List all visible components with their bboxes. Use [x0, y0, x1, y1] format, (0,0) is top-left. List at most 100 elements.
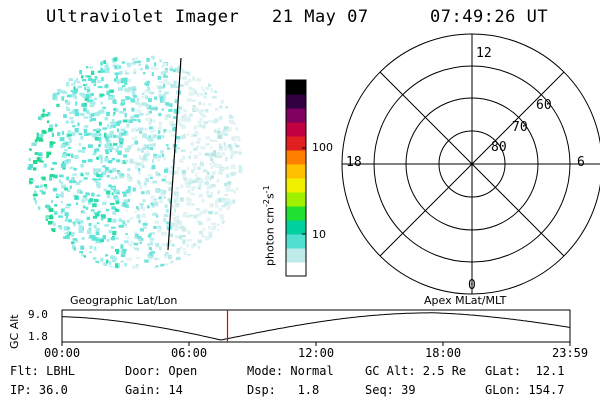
- uv-pixel: [181, 126, 185, 130]
- uv-pixel: [149, 111, 152, 114]
- uv-pixel: [148, 97, 152, 103]
- uv-pixel: [117, 128, 120, 132]
- uv-pixel: [127, 186, 131, 191]
- uv-pixel: [47, 112, 51, 116]
- altitude-timeline-plot[interactable]: [61, 309, 571, 346]
- uv-pixel: [145, 137, 150, 140]
- uv-pixel: [228, 114, 234, 119]
- uv-pixel: [222, 99, 225, 104]
- uv-pixel: [168, 187, 172, 191]
- uv-pixel: [179, 158, 184, 163]
- uv-pixel: [86, 132, 91, 136]
- uv-pixel: [157, 225, 161, 229]
- uv-pixel: [104, 65, 109, 69]
- uv-pixel: [214, 90, 218, 93]
- uv-pixel: [151, 66, 155, 70]
- colorbar-tick-10: 10: [312, 228, 326, 241]
- uv-pixel: [96, 128, 101, 133]
- uv-pixel: [119, 111, 124, 114]
- uv-pixel: [153, 67, 159, 71]
- uv-pixel: [119, 225, 124, 228]
- uv-pixel: [48, 128, 53, 131]
- uv-pixel: [157, 135, 161, 140]
- uv-pixel: [71, 241, 75, 245]
- uv-pixel: [57, 132, 61, 136]
- uv-pixel: [202, 227, 206, 232]
- uv-pixel: [157, 127, 162, 130]
- uv-pixel: [115, 197, 120, 202]
- uv-pixel: [201, 234, 205, 238]
- uv-pixel: [156, 157, 160, 162]
- uv-pixel: [111, 258, 117, 263]
- uv-pixel: [71, 153, 74, 158]
- uv-pixel: [182, 239, 186, 243]
- uv-pixel: [67, 231, 72, 236]
- uv-pixel: [82, 255, 86, 259]
- uv-pixel: [125, 89, 131, 93]
- uv-pixel: [104, 69, 110, 74]
- uv-pixel: [138, 238, 142, 241]
- mlat-label-80: 80: [491, 140, 507, 155]
- uv-pixel: [163, 217, 166, 223]
- uv-pixel: [72, 173, 77, 176]
- uv-pixel: [171, 123, 175, 127]
- uv-pixel: [149, 130, 154, 133]
- uv-pixel: [130, 98, 136, 103]
- uv-pixel: [165, 264, 170, 269]
- uv-pixel: [225, 106, 228, 109]
- uv-pixel: [192, 76, 195, 81]
- uv-pixel: [124, 240, 129, 244]
- uv-pixel: [97, 80, 102, 83]
- uv-pixel: [158, 90, 162, 93]
- uv-pixel: [183, 251, 187, 255]
- uv-pixel: [84, 125, 89, 128]
- uv-pixel: [88, 202, 91, 205]
- uv-pixel: [238, 151, 242, 155]
- uv-pixel: [188, 155, 191, 159]
- uv-pixel: [173, 191, 179, 196]
- uv-pixel: [153, 154, 158, 159]
- uv-pixel: [143, 127, 149, 131]
- uv-pixel: [188, 178, 193, 181]
- uv-pixel: [188, 92, 194, 96]
- uv-pixel: [165, 144, 169, 147]
- uv-pixel: [90, 209, 95, 212]
- uv-pixel: [223, 199, 226, 204]
- uv-pixel: [141, 191, 145, 195]
- uv-pixel: [68, 219, 72, 223]
- uv-pixel: [131, 87, 136, 91]
- uv-pixel: [230, 164, 236, 169]
- uv-pixel: [106, 139, 111, 142]
- uv-pixel: [143, 144, 148, 149]
- uv-pixel: [115, 75, 118, 79]
- uv-pixel: [169, 199, 172, 204]
- uv-pixel: [74, 154, 79, 159]
- uv-pixel: [230, 153, 235, 157]
- uv-pixel: [199, 112, 204, 116]
- uv-pixel: [81, 75, 84, 79]
- uv-pixel: [122, 223, 127, 226]
- uv-pixel: [76, 78, 79, 81]
- uv-pixel: [204, 181, 209, 185]
- uv-pixel: [182, 133, 186, 139]
- uv-pixel: [161, 153, 165, 158]
- uv-pixel: [241, 176, 243, 180]
- uv-pixel: [67, 227, 70, 230]
- uv-pixel: [209, 139, 214, 142]
- uv-pixel: [117, 171, 121, 176]
- color-scale-bar[interactable]: [285, 79, 307, 277]
- uv-pixel: [193, 214, 198, 219]
- uv-pixel: [160, 231, 166, 236]
- uv-pixel: [115, 209, 120, 212]
- uv-pixel: [83, 195, 88, 198]
- uv-pixel: [100, 61, 103, 66]
- uv-pixel: [36, 136, 39, 141]
- uv-pixel: [147, 110, 151, 115]
- uv-pixel: [218, 170, 224, 175]
- uv-pixel: [64, 159, 69, 165]
- uv-pixel: [199, 117, 203, 121]
- uv-pixel: [218, 214, 224, 217]
- uv-pixel: [114, 189, 120, 193]
- uv-pixel: [130, 143, 135, 147]
- uv-pixel: [98, 173, 104, 178]
